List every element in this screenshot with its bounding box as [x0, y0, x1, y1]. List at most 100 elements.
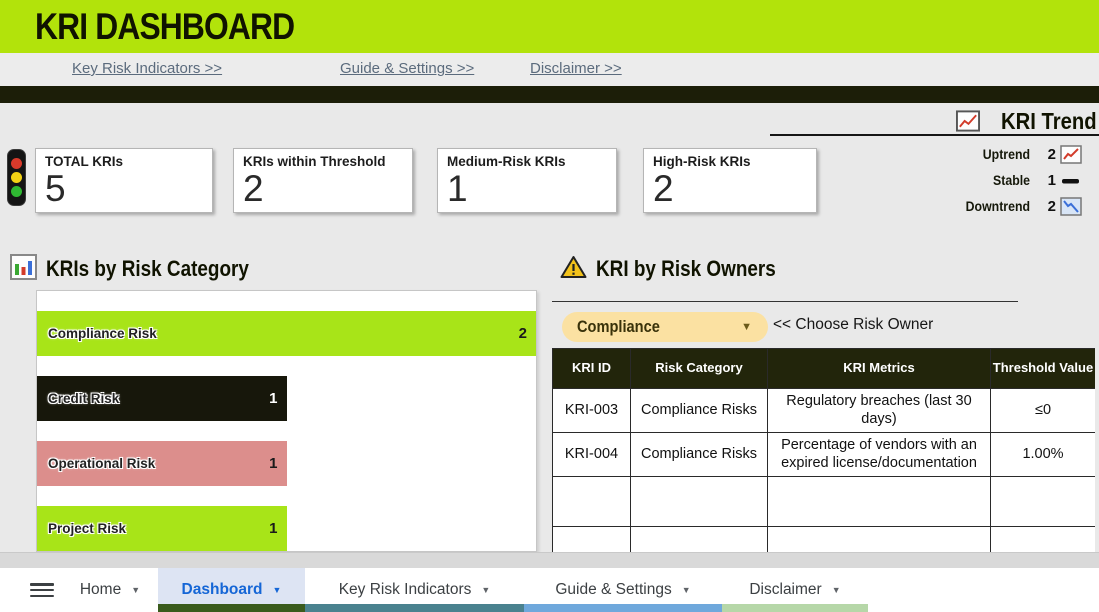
column-header-threshold-value: Threshold Value: [990, 348, 1095, 389]
kpi-label: High-Risk KRIs: [653, 154, 751, 169]
trend-value: 2: [1047, 145, 1056, 163]
sheet-tab-label: Disclaimer: [749, 581, 822, 598]
column-header-kri-id: KRI ID: [552, 348, 631, 389]
downtrend-icon: [1059, 196, 1083, 217]
table-cell: Compliance Risks: [630, 388, 768, 433]
sheet-tab-color-strip: [722, 604, 868, 612]
trend-row-downtrend: Downtrend 2: [938, 193, 1083, 219]
traffic-light-icon: [7, 149, 26, 206]
divider-bar: [0, 86, 1099, 103]
table-cell: [990, 526, 1095, 552]
column-header-kri-metrics: KRI Metrics: [767, 348, 991, 389]
table-cell: Compliance Risks: [630, 432, 768, 477]
table-row: KRI-004 Compliance Risks Percentage of ven…: [552, 432, 1095, 477]
sheet-tab-label: Key Risk Indicators: [338, 581, 472, 598]
table-cell: [552, 526, 631, 552]
table-cell: Regulatory breaches (last 30 days): [767, 388, 991, 433]
trend-value: 2: [1047, 197, 1056, 215]
bar-value-label: 1: [269, 455, 278, 472]
bar-value-label: 1: [269, 390, 278, 407]
page-title: KRI DASHBOARD: [35, 5, 295, 47]
bar-value-label: 1: [269, 520, 278, 537]
risk-owner-selected-value: Compliance: [577, 317, 660, 336]
sheet-scroll-strip[interactable]: [0, 552, 1099, 568]
trend-divider: [770, 134, 1099, 136]
sheet-tab-bar: Home ▼ Dashboard ▼ Key Risk Indicators ▼ Guide…: [0, 568, 1099, 612]
chevron-down-icon[interactable]: ▼: [681, 585, 691, 595]
kpi-label: KRIs within Threshold: [243, 154, 386, 169]
sheet-tab-guide-settings[interactable]: Guide & Settings ▼: [524, 568, 722, 612]
table-cell: [630, 526, 768, 552]
sheet-tab-color-strip: [524, 604, 722, 612]
trend-row-stable: Stable 1: [938, 167, 1083, 193]
stable-icon: [1059, 170, 1083, 191]
kri-trend-panel: Uptrend 2 Stable 1 Downtrend 2: [938, 141, 1083, 219]
table-cell: ≤0: [990, 388, 1095, 433]
bar-project-risk: Project Risk 1: [37, 506, 287, 551]
bar-compliance-risk: Compliance Risk 2: [37, 311, 536, 356]
column-header-risk-category: Risk Category: [630, 348, 768, 389]
trend-title: KRI Trend: [1001, 107, 1097, 134]
chevron-down-icon[interactable]: ▼: [831, 585, 841, 595]
bar-category-label: Compliance Risk: [48, 326, 157, 341]
sheet-tab-color-strip: [158, 604, 305, 612]
bar-credit-risk: Credit Risk 1: [37, 376, 287, 421]
sheet-tab-label: Home: [79, 581, 122, 598]
table-body: KRI-003 Compliance Risks Regulatory breach…: [552, 388, 1095, 552]
table-cell: [990, 476, 1095, 527]
sheet-tab-label: Dashboard: [181, 581, 263, 598]
link-key-risk-indicators[interactable]: Key Risk Indicators >>: [72, 60, 223, 77]
kri-owners-table: KRI ID Risk Category KRI Metrics Threshold …: [552, 348, 1095, 552]
table-header-row: KRI ID Risk Category KRI Metrics Threshold …: [552, 348, 1095, 389]
warning-icon: [560, 255, 587, 284]
link-disclaimer[interactable]: Disclaimer >>: [530, 60, 622, 77]
chevron-down-icon[interactable]: ▼: [272, 585, 282, 595]
table-cell: Percentage of vendors with an expired li…: [767, 432, 991, 477]
chevron-down-icon[interactable]: ▼: [131, 585, 141, 595]
trend-label: Downtrend: [965, 198, 1030, 214]
page-title-bar: KRI DASHBOARD: [0, 0, 1099, 53]
quick-links-bar: Key Risk Indicators >> Guide & Settings …: [0, 53, 1099, 86]
table-cell: KRI-003: [552, 388, 631, 433]
kpi-card-total-kris: TOTAL KRIs 5: [35, 148, 213, 213]
risk-owner-dropdown[interactable]: Compliance ▼: [562, 312, 768, 342]
chevron-down-icon[interactable]: ▼: [481, 585, 491, 595]
owners-section-header: KRI by Risk Owners: [560, 252, 805, 286]
bar-category-label: Operational Risk: [48, 456, 156, 471]
chart-section-header: KRIs by Risk Category: [10, 252, 282, 286]
kpi-card-within-threshold: KRIs within Threshold 2: [233, 148, 413, 213]
kpi-value: 2: [653, 168, 674, 209]
uptrend-icon: [1059, 144, 1083, 165]
table-cell: [552, 476, 631, 527]
trend-row-uptrend: Uptrend 2: [938, 141, 1083, 167]
sheet-tab-dashboard[interactable]: Dashboard ▼: [158, 568, 305, 612]
trend-label: Uptrend: [982, 146, 1030, 162]
sheet-tab-key-risk-indicators[interactable]: Key Risk Indicators ▼: [305, 568, 524, 612]
all-sheets-menu-icon[interactable]: [30, 583, 54, 597]
sheet-tab-label: Guide & Settings: [555, 581, 672, 598]
table-cell: 1.00%: [990, 432, 1095, 477]
table-row: [552, 476, 1095, 527]
owners-section-title: KRI by Risk Owners: [596, 256, 776, 281]
sheet-tab-disclaimer[interactable]: Disclaimer ▼: [722, 568, 868, 612]
kri-trend-header: KRI Trend: [956, 107, 1097, 135]
trend-chart-icon: [956, 110, 981, 132]
kpi-value: 1: [447, 168, 468, 209]
chart-section-title: KRIs by Risk Category: [46, 256, 249, 281]
owners-divider: [552, 301, 1018, 302]
sheet-tab-home[interactable]: Home ▼: [64, 568, 156, 612]
table-row: [552, 526, 1095, 552]
kpi-value: 2: [243, 168, 264, 209]
bar-value-label: 2: [518, 325, 527, 342]
chevron-down-icon: ▼: [741, 321, 752, 333]
table-cell: [767, 526, 991, 552]
bar-category-label: Project Risk: [48, 521, 127, 536]
table-cell: [630, 476, 768, 527]
kpi-card-high-risk: High-Risk KRIs 2: [643, 148, 817, 213]
kpi-card-medium-risk: Medium-Risk KRIs 1: [437, 148, 617, 213]
table-cell: [767, 476, 991, 527]
bar-operational-risk: Operational Risk 1: [37, 441, 287, 486]
table-cell: KRI-004: [552, 432, 631, 477]
link-guide-settings[interactable]: Guide & Settings >>: [340, 60, 475, 77]
kpi-label: TOTAL KRIs: [45, 154, 124, 169]
